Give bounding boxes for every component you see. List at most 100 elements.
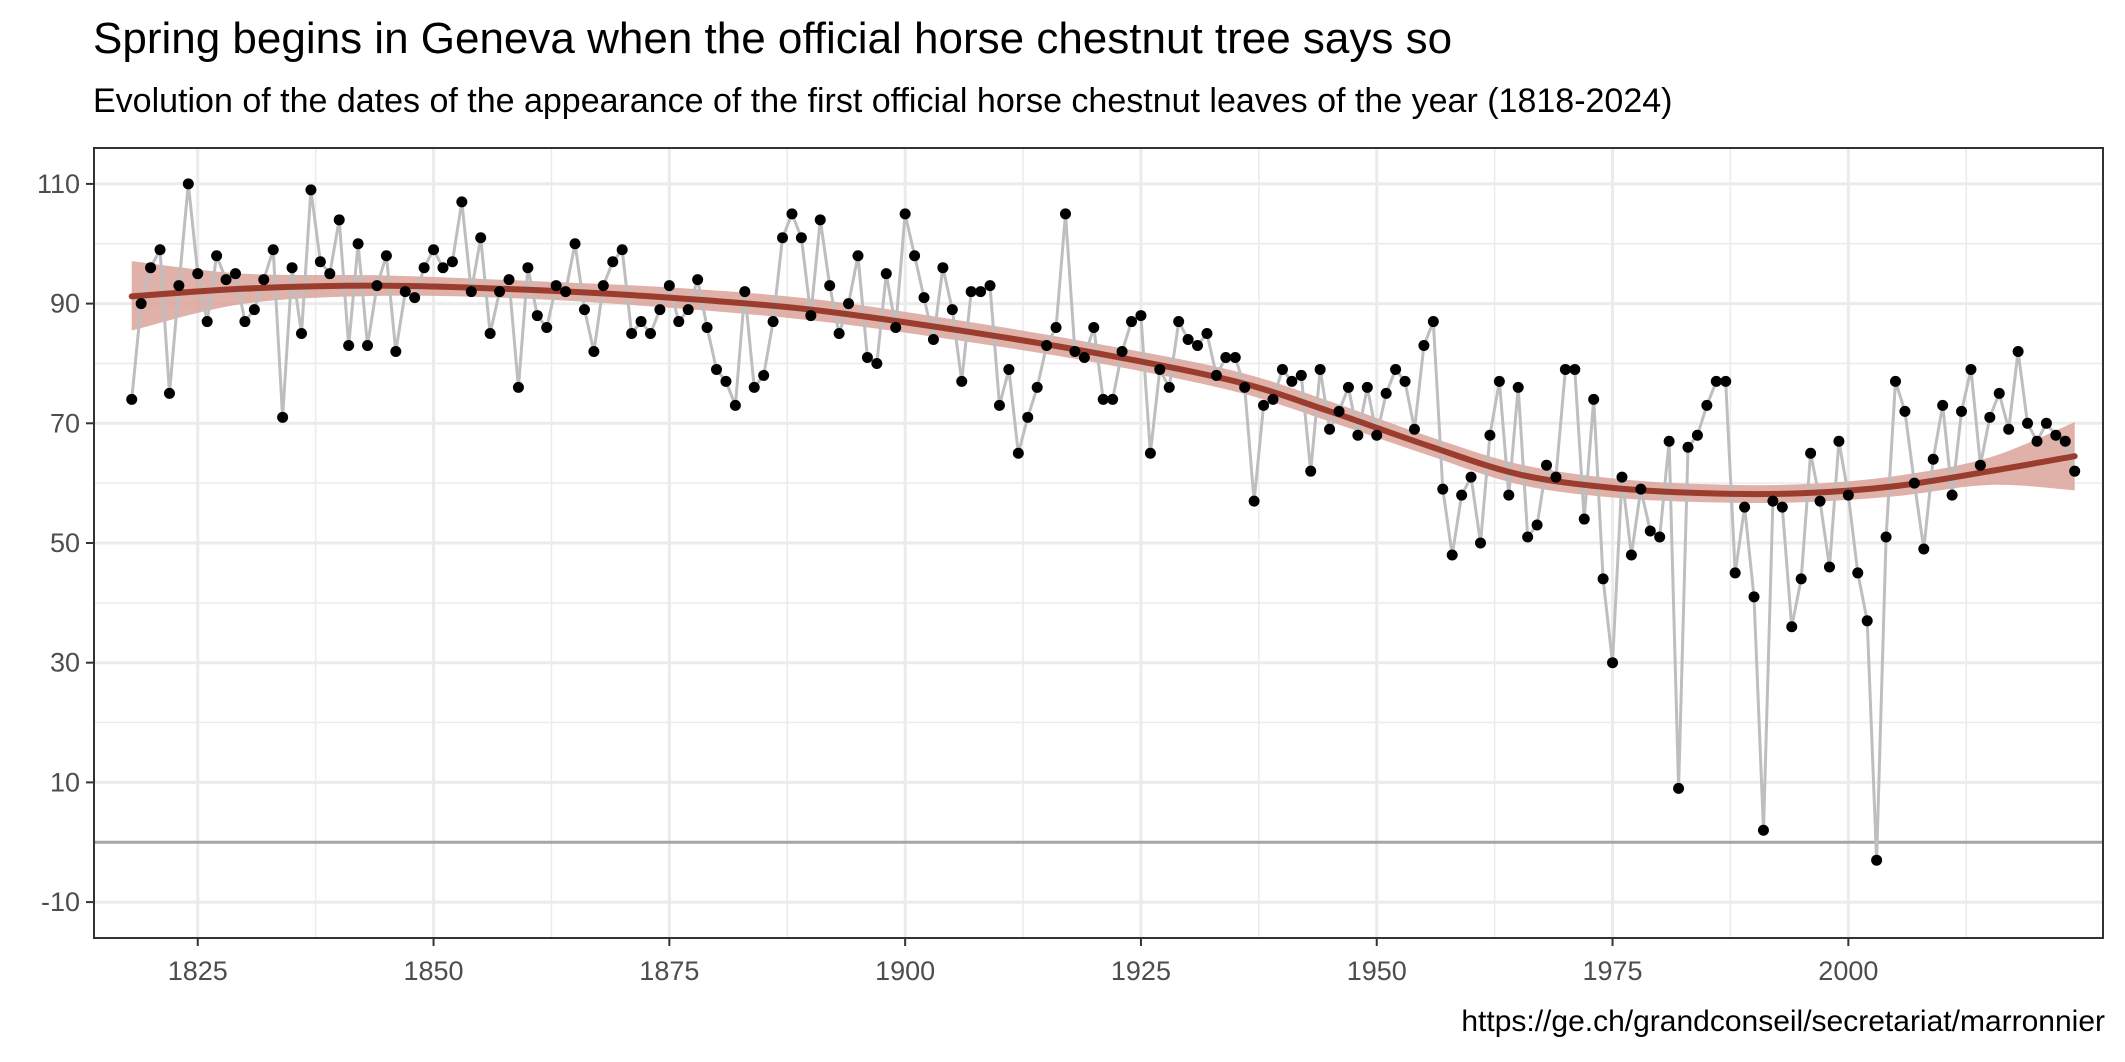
data-point: [871, 357, 883, 369]
data-point: [1588, 393, 1600, 405]
data-point: [1059, 208, 1071, 220]
trend-curve: [128, 282, 2078, 498]
data-point: [1597, 573, 1609, 585]
data-point: [597, 280, 609, 292]
data-point: [1333, 405, 1345, 417]
data-point: [362, 340, 374, 351]
data-point: [1399, 375, 1411, 387]
data-point: [1144, 447, 1156, 459]
data-point: [1701, 399, 1713, 411]
y-tick-label: 50: [50, 528, 80, 558]
data-point: [1220, 351, 1232, 363]
data-point: [1814, 495, 1826, 507]
data-point: [352, 238, 364, 250]
data-point: [1795, 573, 1807, 585]
data-point: [692, 274, 704, 286]
data-point: [494, 286, 506, 298]
data-point: [2059, 435, 2071, 447]
data-point: [1842, 489, 1854, 501]
x-tick-label: 1825: [168, 956, 228, 986]
x-tick-label: 2000: [1818, 956, 1878, 986]
data-point: [1003, 363, 1015, 375]
data-point: [475, 232, 487, 244]
y-tick-label: 90: [50, 289, 80, 319]
data-point: [1965, 363, 1977, 375]
data-point: [748, 381, 760, 393]
x-tick-label: 1900: [875, 956, 935, 986]
data-point: [531, 310, 543, 322]
data-point: [626, 328, 638, 340]
data-point: [1484, 429, 1496, 441]
data-point: [2069, 465, 2081, 477]
data-point: [1607, 657, 1619, 669]
data-point: [446, 256, 458, 268]
data-point: [305, 184, 317, 196]
data-point: [909, 250, 921, 262]
data-point: [729, 399, 741, 411]
data-point: [154, 244, 166, 256]
data-point: [1823, 561, 1835, 573]
data-point: [1229, 351, 1241, 363]
data-point: [192, 268, 204, 280]
data-point: [1918, 543, 1930, 555]
data-point: [541, 322, 553, 334]
data-point: [437, 262, 449, 274]
data-point: [1135, 310, 1147, 322]
data-point: [1578, 513, 1590, 525]
data-point: [644, 328, 656, 340]
y-axis: 110 90 70 50 30 10 -10: [37, 169, 94, 917]
data-point: [296, 328, 308, 340]
data-point: [465, 286, 477, 298]
data-point: [786, 208, 798, 220]
data-point: [1446, 549, 1458, 561]
data-point: [314, 256, 326, 268]
data-point: [418, 262, 430, 274]
data-point: [1852, 567, 1864, 579]
x-tick-label: 1875: [639, 956, 699, 986]
data-point: [1126, 316, 1138, 328]
data-point: [1644, 525, 1656, 537]
data-point: [701, 322, 713, 334]
data-point: [965, 286, 977, 298]
data-point: [1107, 393, 1119, 405]
data-point: [927, 334, 939, 346]
data-point: [1654, 531, 1666, 543]
data-point: [1022, 411, 1034, 423]
data-point: [1408, 423, 1420, 435]
data-point: [1748, 591, 1760, 603]
data-point: [163, 387, 175, 399]
data-point: [814, 214, 826, 226]
data-point: [1097, 393, 1109, 405]
data-point: [1163, 381, 1175, 393]
data-point: [1635, 483, 1647, 495]
data-point: [1673, 782, 1685, 794]
data-point: [1663, 435, 1675, 447]
chart-subtitle: Evolution of the dates of the appearance…: [93, 82, 1673, 120]
data-point: [1295, 369, 1307, 381]
data-point: [1182, 334, 1194, 346]
data-point: [267, 244, 279, 256]
data-point: [1456, 489, 1468, 501]
data-point: [767, 316, 779, 328]
data-point: [126, 393, 138, 405]
data-point: [277, 411, 289, 423]
data-point: [1437, 483, 1449, 495]
data-point: [503, 274, 515, 286]
data-point: [522, 262, 534, 274]
data-point: [1974, 459, 1986, 471]
data-point: [2022, 417, 2034, 429]
data-point: [1993, 387, 2005, 399]
y-tick-label: -10: [41, 887, 80, 917]
data-point: [1757, 824, 1769, 836]
data-point: [2031, 435, 2043, 447]
data-point: [1833, 435, 1845, 447]
data-point: [843, 298, 855, 310]
data-point: [607, 256, 619, 268]
y-tick-label: 70: [50, 408, 80, 438]
data-point: [484, 328, 496, 340]
data-point: [201, 316, 213, 328]
data-point: [173, 280, 185, 292]
data-point: [1861, 615, 1873, 627]
data-point: [993, 399, 1005, 411]
data-point: [1465, 471, 1477, 483]
